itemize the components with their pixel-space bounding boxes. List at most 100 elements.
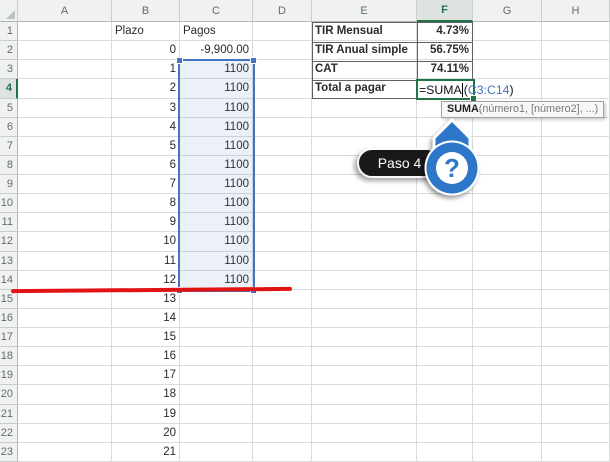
cell-H6[interactable] — [542, 117, 610, 137]
cell-F15[interactable] — [417, 289, 473, 309]
cell-D7[interactable] — [253, 136, 312, 156]
cell-B12[interactable]: 10 — [112, 232, 180, 252]
cell-C17[interactable] — [180, 328, 253, 348]
cell-E18[interactable] — [312, 347, 417, 367]
cell-G13[interactable] — [473, 251, 542, 271]
selection-handle[interactable] — [176, 56, 183, 64]
cell-B19[interactable]: 17 — [112, 366, 180, 386]
column-header-f[interactable]: F — [417, 0, 473, 22]
cell-B2[interactable]: 0 — [112, 41, 180, 61]
cell-G21[interactable] — [473, 404, 542, 424]
cell-C16[interactable] — [180, 308, 253, 328]
column-header-d[interactable]: D — [253, 0, 312, 22]
row-header-4[interactable]: 4 — [0, 79, 18, 99]
cell-D18[interactable] — [253, 347, 312, 367]
cell-C2[interactable]: -9,900.00 — [180, 41, 253, 61]
cell-A7[interactable] — [18, 136, 112, 156]
cell-H4[interactable] — [542, 79, 610, 99]
row-header-14[interactable]: 14 — [0, 270, 18, 290]
cell-A3[interactable] — [18, 60, 112, 80]
cell-G14[interactable] — [473, 270, 542, 290]
cell-E4[interactable]: Total a pagar — [312, 79, 417, 99]
cell-B16[interactable]: 14 — [112, 308, 180, 328]
cell-A8[interactable] — [18, 155, 112, 175]
column-header-c[interactable]: C — [180, 0, 253, 22]
cell-F6[interactable] — [417, 117, 473, 137]
cell-G23[interactable] — [473, 442, 542, 462]
cell-C4[interactable]: 1100 — [180, 79, 253, 99]
cell-A19[interactable] — [18, 366, 112, 386]
cell-D10[interactable] — [253, 194, 312, 214]
cell-F11[interactable] — [417, 213, 473, 233]
cell-H1[interactable] — [542, 22, 610, 42]
cell-H7[interactable] — [542, 136, 610, 156]
cell-E11[interactable] — [312, 213, 417, 233]
cell-D8[interactable] — [253, 155, 312, 175]
cell-G7[interactable] — [473, 136, 542, 156]
cell-D1[interactable] — [253, 22, 312, 42]
cell-H22[interactable] — [542, 423, 610, 443]
cell-C22[interactable] — [180, 423, 253, 443]
cell-G10[interactable] — [473, 194, 542, 214]
select-all-button[interactable] — [0, 0, 18, 22]
cell-E20[interactable] — [312, 385, 417, 405]
cell-G9[interactable] — [473, 175, 542, 195]
cell-F14[interactable] — [417, 270, 473, 290]
cell-H14[interactable] — [542, 270, 610, 290]
row-header-2[interactable]: 2 — [0, 41, 18, 61]
cell-G11[interactable] — [473, 213, 542, 233]
cell-E2[interactable]: TIR Anual simple — [312, 41, 417, 61]
cell-B9[interactable]: 7 — [112, 175, 180, 195]
cell-D12[interactable] — [253, 232, 312, 252]
row-header-6[interactable]: 6 — [0, 117, 18, 137]
cell-G15[interactable] — [473, 289, 542, 309]
cell-A9[interactable] — [18, 175, 112, 195]
row-header-12[interactable]: 12 — [0, 232, 18, 252]
cell-C21[interactable] — [180, 404, 253, 424]
cell-A23[interactable] — [18, 442, 112, 462]
cell-G1[interactable] — [473, 22, 542, 42]
cell-H2[interactable] — [542, 41, 610, 61]
cell-H23[interactable] — [542, 442, 610, 462]
cell-B17[interactable]: 15 — [112, 328, 180, 348]
cell-A11[interactable] — [18, 213, 112, 233]
cell-A4[interactable] — [18, 79, 112, 99]
cell-F1[interactable]: 4.73% — [417, 22, 473, 42]
cell-H11[interactable] — [542, 213, 610, 233]
row-header-8[interactable]: 8 — [0, 155, 18, 175]
cell-B21[interactable]: 19 — [112, 404, 180, 424]
cell-D2[interactable] — [253, 41, 312, 61]
cell-H20[interactable] — [542, 385, 610, 405]
cell-H3[interactable] — [542, 60, 610, 80]
cell-D16[interactable] — [253, 308, 312, 328]
row-header-21[interactable]: 21 — [0, 404, 18, 424]
cell-H9[interactable] — [542, 175, 610, 195]
cell-E1[interactable]: TIR Mensual — [312, 22, 417, 42]
column-header-g[interactable]: G — [473, 0, 542, 22]
cell-B8[interactable]: 6 — [112, 155, 180, 175]
cell-H8[interactable] — [542, 155, 610, 175]
cell-D20[interactable] — [253, 385, 312, 405]
cell-A18[interactable] — [18, 347, 112, 367]
cell-D22[interactable] — [253, 423, 312, 443]
cell-F16[interactable] — [417, 308, 473, 328]
cell-F20[interactable] — [417, 385, 473, 405]
cell-F3[interactable]: 74.11% — [417, 60, 473, 80]
cell-B20[interactable]: 18 — [112, 385, 180, 405]
cell-A10[interactable] — [18, 194, 112, 214]
cell-B13[interactable]: 11 — [112, 251, 180, 271]
cell-E3[interactable]: CAT — [312, 60, 417, 80]
cell-G8[interactable] — [473, 155, 542, 175]
row-header-23[interactable]: 23 — [0, 442, 18, 462]
cell-E17[interactable] — [312, 328, 417, 348]
row-header-15[interactable]: 15 — [0, 289, 18, 309]
cell-G3[interactable] — [473, 60, 542, 80]
cell-D21[interactable] — [253, 404, 312, 424]
cell-H17[interactable] — [542, 328, 610, 348]
cell-C7[interactable]: 1100 — [180, 136, 253, 156]
cell-E22[interactable] — [312, 423, 417, 443]
cell-D3[interactable] — [253, 60, 312, 80]
row-header-7[interactable]: 7 — [0, 136, 18, 156]
cell-H15[interactable] — [542, 289, 610, 309]
cell-B3[interactable]: 1 — [112, 60, 180, 80]
